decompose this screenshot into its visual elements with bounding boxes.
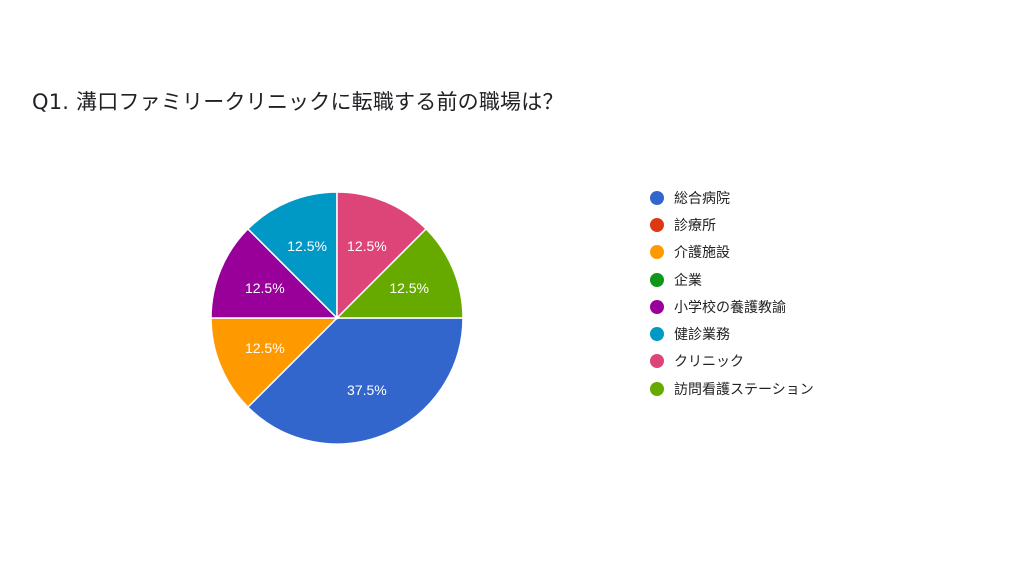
legend-label: 診療所 [674, 217, 716, 234]
legend-item[interactable]: 企業 [648, 266, 814, 293]
legend-dot-icon [650, 299, 664, 314]
slice-label: 12.5% [245, 280, 285, 296]
pie-slice[interactable] [210, 317, 339, 409]
pie-slice[interactable] [335, 227, 464, 319]
legend-dot-icon [650, 217, 664, 232]
pie-slice[interactable] [210, 227, 339, 319]
legend-dot-icon [650, 272, 664, 287]
legend-item[interactable]: 健診業務 [648, 320, 814, 347]
legend-dot-icon [650, 354, 664, 369]
legend-label: 介護施設 [674, 245, 730, 262]
legend-label: 訪問看護ステーション [674, 381, 814, 398]
legend-item[interactable]: 診療所 [648, 211, 814, 238]
pie-slice[interactable] [246, 317, 464, 445]
slice-label: 12.5% [245, 340, 285, 356]
legend-dot-icon [650, 327, 664, 342]
legend-item[interactable]: 総合病院 [648, 184, 814, 211]
pie-slice[interactable] [246, 191, 338, 320]
chart-title: Q1. 溝口ファミリークリニックに転職する前の職場は？ [32, 90, 564, 114]
chart-legend: 総合病院診療所介護施設企業小学校の養護教諭 健診業務クリニック訪問看護ステーション [648, 184, 814, 402]
legend-label: 小学校の養護教諭 [674, 299, 786, 316]
legend-item[interactable]: クリニック [648, 348, 814, 375]
legend-item[interactable]: 訪問看護ステーション [648, 375, 814, 402]
legend-dot-icon [650, 245, 664, 260]
legend-label: 企業 [674, 272, 702, 289]
slice-label: 37.5% [347, 382, 387, 398]
legend-dot-icon [650, 381, 664, 396]
legend-label: クリニック [674, 354, 744, 371]
slice-label: 12.5% [389, 280, 429, 296]
pie-slice[interactable] [336, 191, 428, 320]
slice-label: 12.5% [347, 238, 387, 254]
legend-item[interactable]: 小学校の養護教諭 [648, 293, 814, 320]
slice-label: 12.5% [287, 238, 327, 254]
legend-label: 健診業務 [674, 327, 730, 344]
legend-dot-icon [650, 190, 664, 205]
legend-item[interactable]: 介護施設 [648, 239, 814, 266]
legend-label: 総合病院 [674, 190, 730, 207]
